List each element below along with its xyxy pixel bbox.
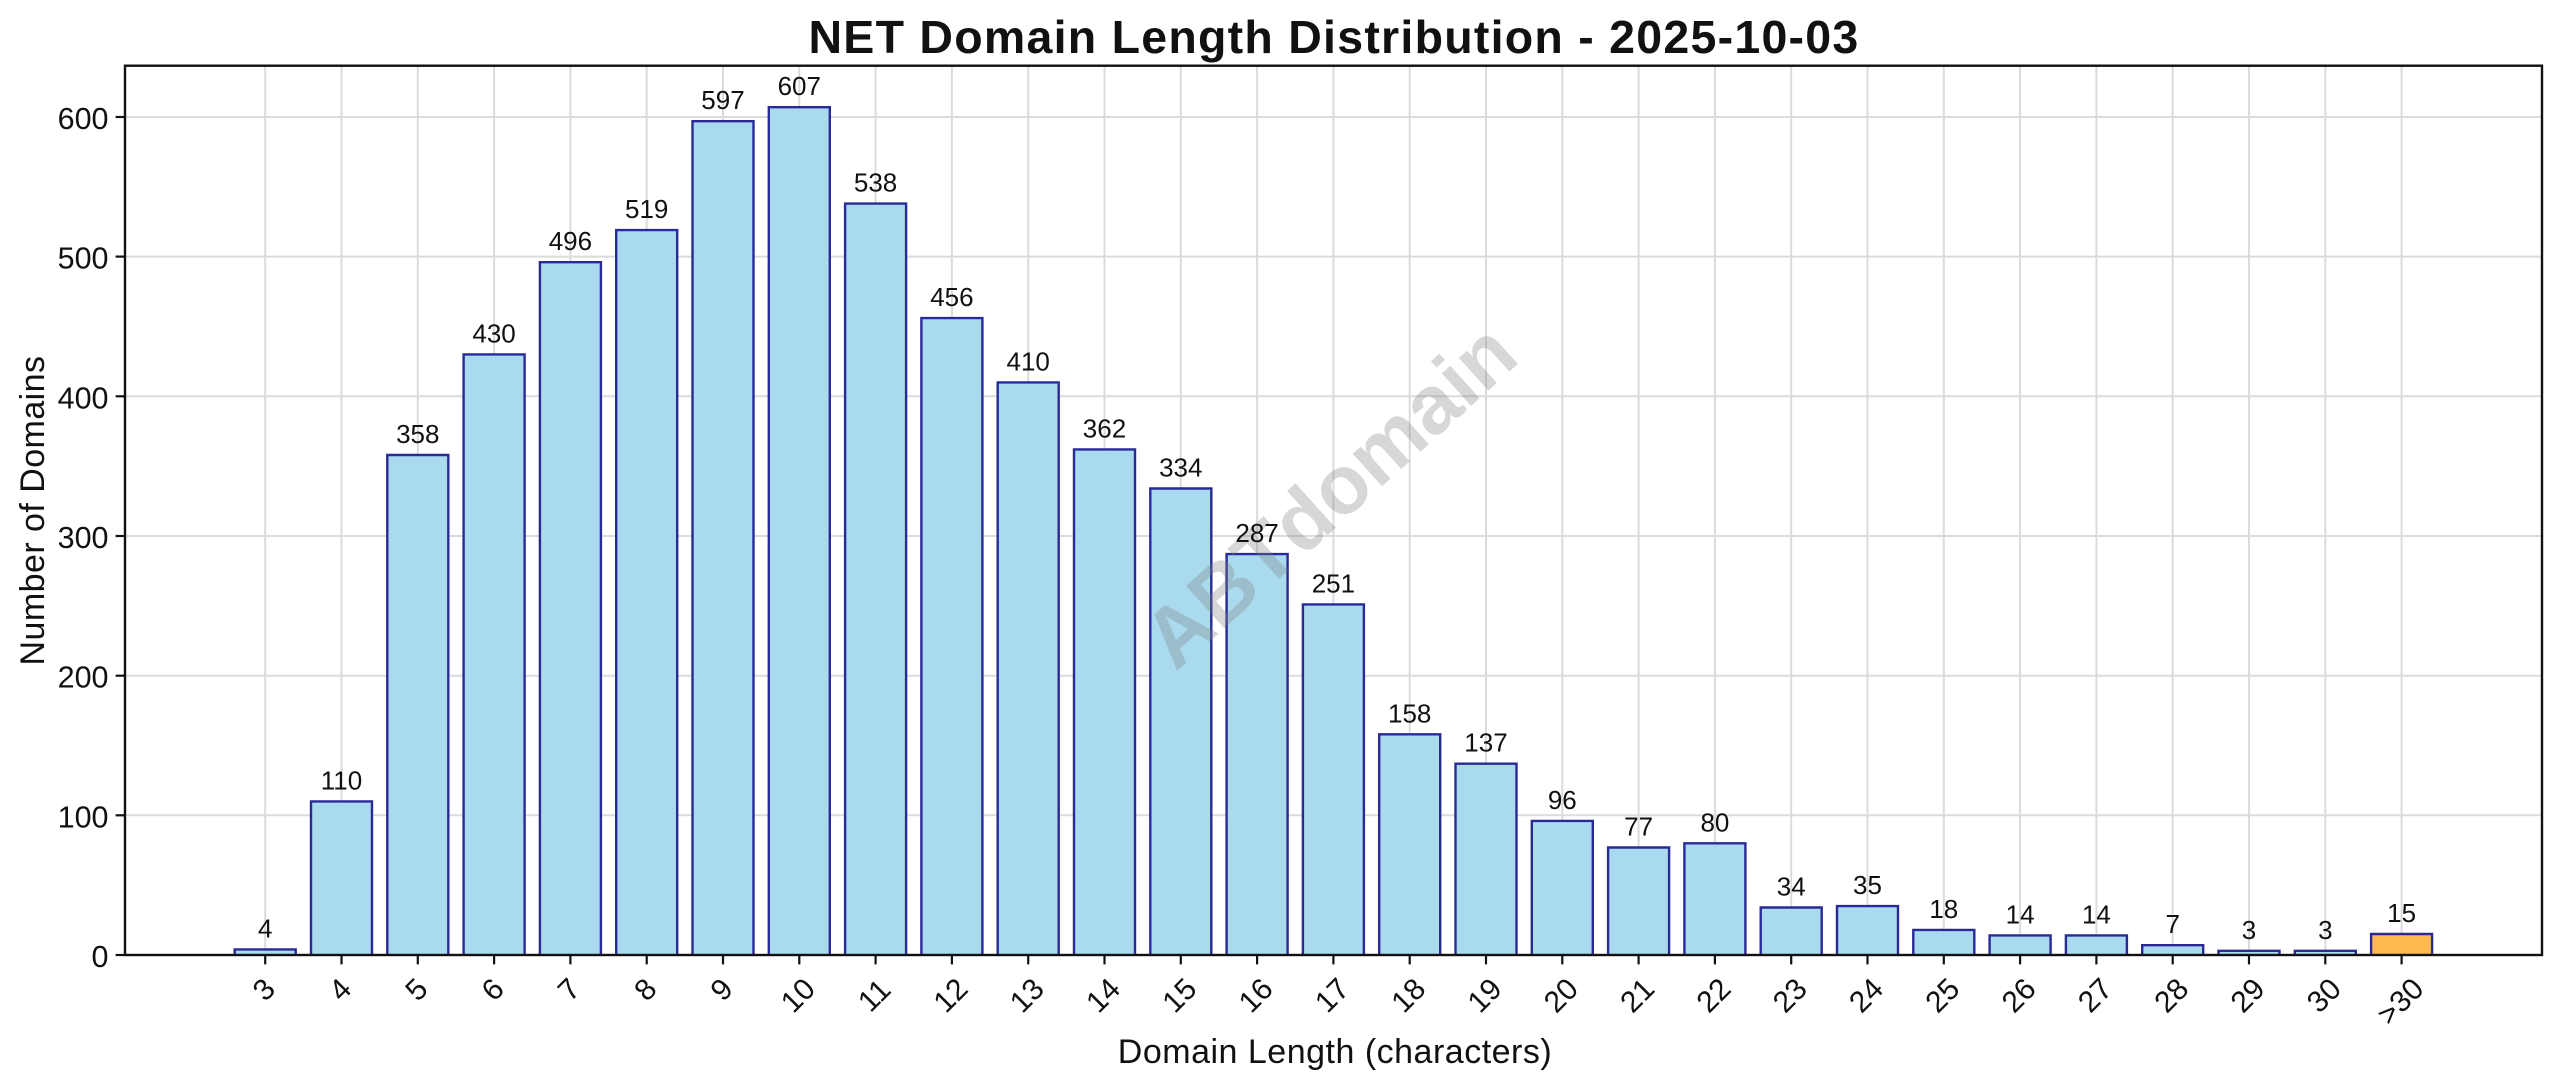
svg-text:496: 496: [549, 226, 592, 256]
svg-text:NET Domain Length Distribution: NET Domain Length Distribution - 2025-10…: [808, 11, 1859, 63]
svg-text:Domain Length (characters): Domain Length (characters): [1118, 1033, 1552, 1071]
svg-text:600: 600: [58, 102, 109, 136]
svg-text:34: 34: [1777, 872, 1806, 902]
svg-text:500: 500: [58, 242, 109, 276]
svg-text:14: 14: [2006, 899, 2035, 929]
svg-text:137: 137: [1464, 728, 1507, 758]
svg-text:410: 410: [1007, 346, 1050, 376]
svg-text:3: 3: [2242, 915, 2256, 945]
svg-text:607: 607: [778, 71, 821, 101]
svg-text:400: 400: [58, 381, 109, 415]
svg-text:430: 430: [472, 318, 515, 348]
svg-text:7: 7: [2165, 909, 2179, 939]
svg-text:3: 3: [2318, 915, 2332, 945]
svg-text:158: 158: [1388, 698, 1431, 728]
svg-text:4: 4: [258, 913, 272, 943]
svg-text:96: 96: [1548, 785, 1577, 815]
svg-text:100: 100: [58, 800, 109, 834]
svg-text:362: 362: [1083, 413, 1126, 443]
svg-text:14: 14: [2082, 899, 2111, 929]
svg-text:0: 0: [92, 940, 109, 974]
svg-text:519: 519: [625, 194, 668, 224]
svg-text:456: 456: [930, 282, 973, 312]
svg-text:334: 334: [1159, 453, 1202, 483]
svg-text:Number of Domains: Number of Domains: [14, 356, 52, 666]
svg-text:251: 251: [1312, 568, 1355, 598]
svg-text:110: 110: [321, 765, 362, 795]
svg-text:200: 200: [58, 661, 109, 695]
svg-text:15: 15: [2387, 898, 2416, 928]
svg-text:287: 287: [1235, 518, 1278, 548]
svg-text:80: 80: [1700, 807, 1729, 837]
svg-text:35: 35: [1853, 870, 1882, 900]
svg-text:18: 18: [1929, 894, 1958, 924]
svg-text:300: 300: [58, 521, 109, 555]
svg-text:538: 538: [854, 168, 897, 198]
svg-text:597: 597: [701, 85, 744, 115]
svg-text:77: 77: [1624, 812, 1653, 842]
svg-text:358: 358: [396, 419, 439, 449]
